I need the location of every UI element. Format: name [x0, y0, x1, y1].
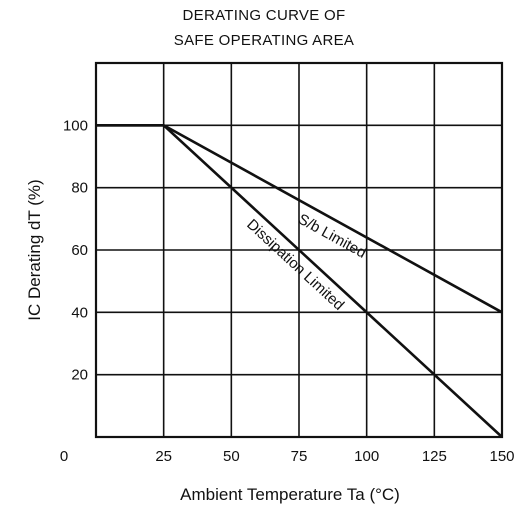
x-tick-labels: 0 25 50 75 100 125 150 — [60, 448, 515, 465]
x-tick-label-50: 50 — [223, 448, 240, 465]
chart-title-line-1: DERATING CURVE OF — [183, 7, 346, 24]
x-tick-label-75: 75 — [291, 448, 308, 465]
x-tick-label-25: 25 — [155, 448, 172, 465]
x-tick-label-100: 100 — [354, 448, 379, 465]
x-tick-label-0: 0 — [60, 448, 68, 465]
y-tick-labels: 20 40 60 80 100 — [63, 117, 88, 383]
chart-title: DERATING CURVE OF SAFE OPERATING AREA — [174, 7, 354, 49]
series-line-1 — [96, 124, 503, 438]
y-tick-label-40: 40 — [71, 304, 88, 321]
y-axis-label: IC Derating dT (%) — [25, 179, 44, 320]
grid — [96, 63, 502, 437]
x-axis-label: Ambient Temperature Ta (°C) — [180, 485, 400, 504]
chart-title-line-2: SAFE OPERATING AREA — [174, 32, 354, 49]
x-tick-label-125: 125 — [422, 448, 447, 465]
y-tick-label-60: 60 — [71, 242, 88, 259]
y-tick-label-80: 80 — [71, 180, 88, 197]
y-tick-label-20: 20 — [71, 367, 88, 384]
x-tick-label-150: 150 — [489, 448, 514, 465]
plot-frame-rect — [94, 61, 504, 439]
series-lines — [96, 124, 503, 438]
y-tick-label-100: 100 — [63, 117, 88, 134]
plot-frame — [94, 61, 504, 439]
